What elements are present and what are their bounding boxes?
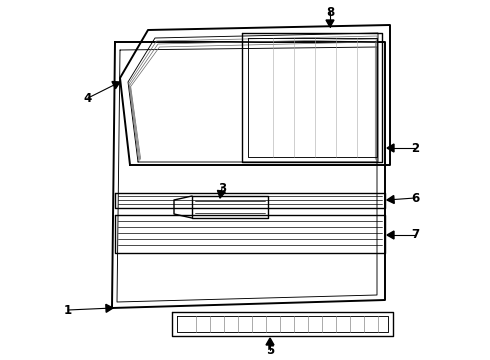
- Polygon shape: [387, 144, 394, 152]
- Text: 8: 8: [326, 5, 334, 18]
- Polygon shape: [112, 82, 120, 89]
- Text: 3: 3: [218, 181, 226, 194]
- Text: 2: 2: [411, 141, 419, 154]
- Text: 6: 6: [411, 192, 419, 204]
- Polygon shape: [326, 20, 334, 27]
- Text: 7: 7: [411, 229, 419, 242]
- Text: 4: 4: [84, 91, 92, 104]
- Text: 1: 1: [64, 303, 72, 316]
- Polygon shape: [387, 231, 394, 239]
- Text: 5: 5: [266, 343, 274, 356]
- Polygon shape: [218, 190, 225, 198]
- Polygon shape: [387, 195, 394, 203]
- Polygon shape: [266, 338, 274, 345]
- Polygon shape: [106, 304, 113, 312]
